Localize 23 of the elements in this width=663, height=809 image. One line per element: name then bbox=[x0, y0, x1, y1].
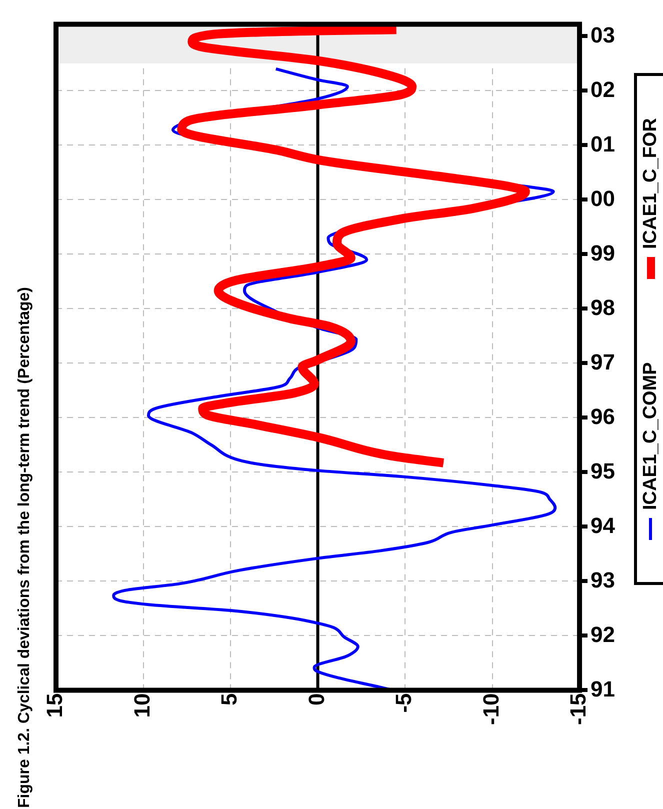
x-tick-label: 5 bbox=[216, 693, 242, 706]
text: Figure 1.2. Cyclical deviations from the long-term trend (Percentage) bbox=[16, 286, 34, 808]
y-tick-label: 99 bbox=[590, 240, 616, 266]
y-tick-label: 98 bbox=[590, 294, 616, 320]
x-tick-label: 15 bbox=[42, 693, 68, 718]
y-tick-label: 94 bbox=[590, 512, 616, 538]
x-tick-label: 10 bbox=[129, 693, 154, 718]
y-tick-label: 95 bbox=[590, 458, 616, 484]
y-tick-label: 96 bbox=[590, 404, 616, 429]
y-tick-label: 92 bbox=[590, 622, 616, 647]
x-tick-label: -15 bbox=[566, 693, 591, 725]
y-tick-label: 00 bbox=[590, 186, 616, 211]
y-tick-label: 02 bbox=[590, 76, 616, 102]
y-tick-label: 91 bbox=[590, 676, 616, 702]
text: ICAE1_C_COMP bbox=[640, 362, 662, 510]
text: ICAE1_C_FOR bbox=[640, 118, 662, 249]
x-tick-label: -5 bbox=[391, 693, 416, 713]
x-tick-label: 0 bbox=[304, 693, 329, 706]
y-tick-label: 93 bbox=[590, 567, 616, 592]
x-tick-label: -10 bbox=[478, 693, 504, 725]
y-tick-label: 97 bbox=[590, 349, 616, 374]
y-tick-label: 03 bbox=[590, 22, 616, 48]
y-tick-label: 01 bbox=[590, 131, 616, 156]
